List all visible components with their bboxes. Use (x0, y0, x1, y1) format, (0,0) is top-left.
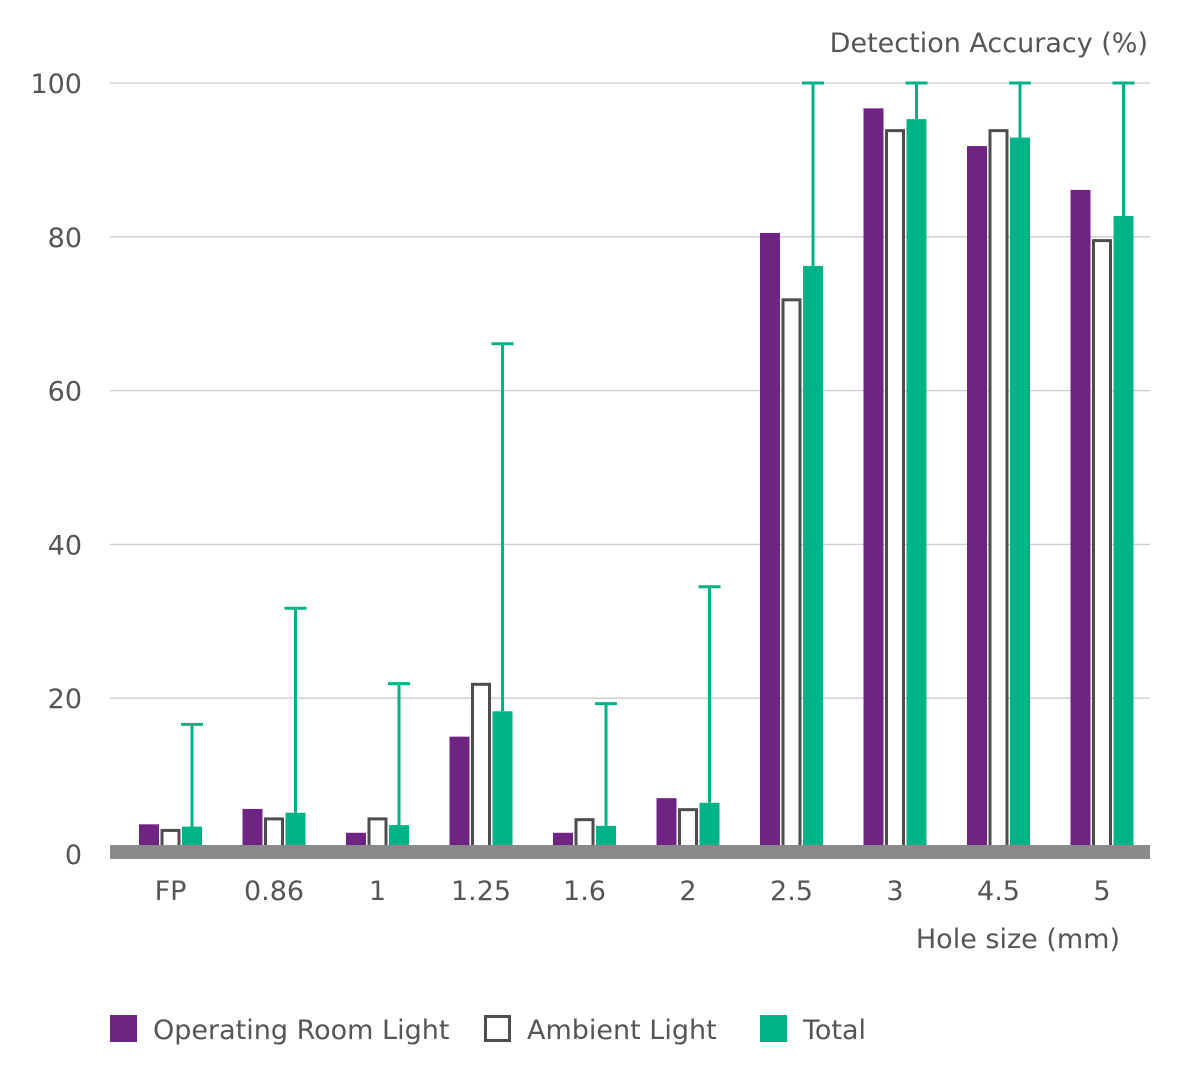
bar-total-2.5 (803, 266, 823, 853)
y-tick-label-60: 60 (48, 377, 82, 408)
legend-label-ambient-light: Ambient Light (527, 1015, 717, 1046)
x-tick-label-1: 1 (369, 876, 386, 907)
bar-operating-room-light-3 (863, 108, 884, 852)
bar-total-4.5 (1010, 137, 1030, 852)
y-tick-label-20: 20 (48, 684, 82, 715)
legend-swatch-ambient-light (484, 1015, 511, 1042)
y-axis-title: Detection Accuracy (%) (830, 28, 1148, 59)
bar-total-3 (906, 119, 927, 852)
legend-label-operating-room-light: Operating Room Light (153, 1015, 449, 1046)
bar-ambient-light-5 (1092, 239, 1112, 855)
y-tick-label-40: 40 (48, 530, 82, 561)
bar-operating-room-light-1.25 (449, 736, 470, 852)
legend-label-total: Total (802, 1015, 866, 1046)
legend-swatch-total (760, 1015, 787, 1042)
bar-ambient-light-2.5 (781, 298, 802, 855)
bar-total-0.86 (285, 812, 306, 852)
legend-swatch-operating-room-light (110, 1015, 137, 1042)
bar-ambient-light-1.25 (471, 682, 491, 855)
x-tick-label-1.6: 1.6 (563, 876, 606, 907)
x-tick-label-5: 5 (1093, 876, 1110, 907)
x-tick-label-3: 3 (886, 876, 903, 907)
error-bars (181, 81, 1135, 827)
bar-ambient-light-4.5 (988, 129, 1009, 855)
bar-total-1.25 (492, 711, 513, 852)
y-tick-label-0: 0 (65, 840, 82, 871)
bar-operating-room-light-5 (1070, 189, 1091, 853)
bar-operating-room-light-2 (656, 798, 677, 852)
bars (139, 108, 1134, 856)
y-axis-ticks: 0 20 40 60 80 100 (30, 69, 82, 871)
bar-operating-room-light-2.5 (760, 232, 780, 852)
bar-total-2 (699, 802, 720, 852)
y-tick-label-100: 100 (30, 69, 82, 100)
y-tick-label-80: 80 (48, 223, 82, 254)
bar-operating-room-light-4.5 (967, 146, 987, 853)
bar-total-5 (1113, 216, 1134, 853)
x-axis-baseline (110, 845, 1150, 859)
bar-ambient-light-3 (885, 129, 905, 855)
x-tick-label-2.5: 2.5 (770, 876, 813, 907)
bar-operating-room-light-0.86 (242, 808, 263, 852)
legend: Operating Room Light Ambient Light Total (110, 1015, 866, 1046)
x-tick-label-2: 2 (679, 876, 696, 907)
x-tick-label-4.5: 4.5 (977, 876, 1020, 907)
x-tick-label-FP: FP (155, 876, 187, 907)
x-axis-title: Hole size (mm) (916, 924, 1120, 955)
x-tick-label-0.86: 0.86 (244, 876, 304, 907)
x-axis-ticks: FP 0.86 1 1.25 1.6 2 2.5 3 4.5 5 (155, 876, 1111, 907)
x-tick-label-1.25: 1.25 (451, 876, 511, 907)
